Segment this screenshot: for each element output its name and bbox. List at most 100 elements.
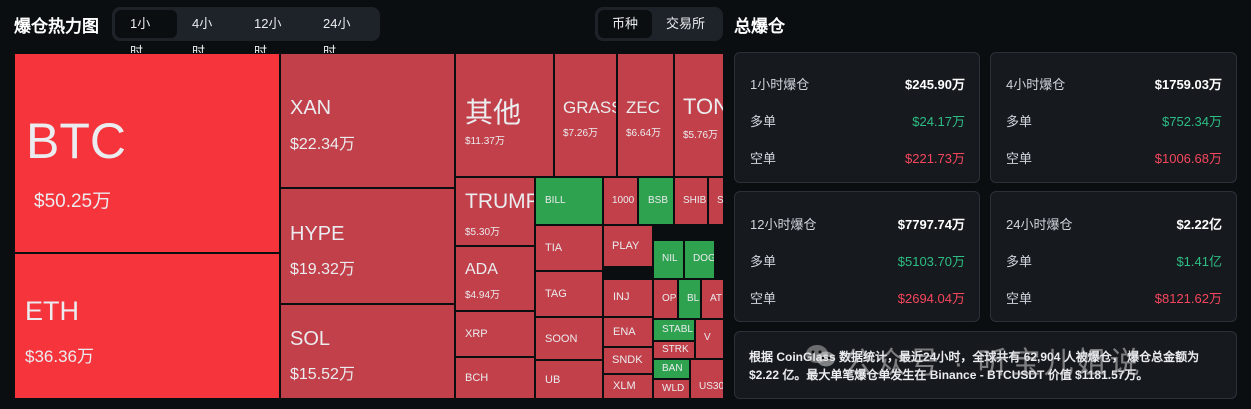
liquidation-heatmap: BTC $50.25万 ETH $36.36万 XAN $22.34万 HYPE… [14, 53, 724, 399]
tile-shib[interactable]: SHIB [674, 177, 708, 225]
tile-symbol: BAN [662, 363, 683, 374]
stat-card-24h: 24小时爆仓 $2.22亿 多单 $1.41亿 空单 $8121.62万 [990, 191, 1237, 322]
tab-1h[interactable]: 1小时 [115, 10, 178, 59]
tile-grass[interactable]: GRASS $7.26万 [554, 53, 617, 177]
tile-trump[interactable]: TRUMP $5.30万 [455, 177, 535, 246]
stat-card-4h: 4小时爆仓 $1759.03万 多单 $752.34万 空单 $1006.68万 [990, 52, 1237, 183]
tile-symbol: SNDK [612, 354, 643, 366]
tile-play[interactable]: PLAY [603, 225, 653, 267]
tile-ada[interactable]: ADA $4.94万 [455, 246, 535, 311]
tile-symbol: US30 [699, 381, 724, 392]
tile-sol[interactable]: SOL $15.52万 [280, 304, 455, 399]
summary-line-2: $2.22 亿。最大单笔爆仓单发生在 Binance - BTCUSDT 价值 … [749, 368, 1149, 382]
summary-note: 根据 CoinGlass 数据统计，最近24小时，全球共有 62,904 人被爆… [734, 331, 1237, 399]
tile-bsb[interactable]: BSB [638, 177, 674, 225]
tile-symbol: SHIB [683, 195, 707, 206]
tile-xlm[interactable]: XLM [603, 374, 653, 399]
stat-title: 1小时爆仓 [750, 76, 810, 92]
tile-symbol: NIL [662, 253, 678, 264]
tile-bl[interactable]: BL [678, 279, 701, 319]
tile-dog[interactable]: DOG [684, 240, 715, 279]
tile-value: $15.52万 [290, 366, 355, 383]
tile-symbol: XAN [290, 97, 332, 119]
tile-eth[interactable]: ETH $36.36万 [14, 253, 280, 399]
tile-bch[interactable]: BCH [455, 357, 535, 399]
tile-symbol: S [717, 195, 724, 206]
tile-symbol: WLD [662, 383, 685, 394]
tile-ton[interactable]: TON $5.76万 [674, 53, 724, 177]
tile-symbol: TRUMP [465, 190, 535, 213]
tab-by-exchange[interactable]: 交易所 [666, 16, 706, 31]
tile-op[interactable]: OP [653, 279, 678, 319]
tile-symbol: DOG [693, 253, 715, 264]
tile-symbol: ADA [465, 261, 498, 278]
tile-at[interactable]: AT [701, 279, 724, 319]
tile-1000[interactable]: 1000 [603, 177, 638, 225]
tab-by-coin[interactable]: 币种 [598, 10, 653, 38]
tile-symbol: SOL [290, 328, 331, 350]
tile-symbol: BCH [465, 372, 489, 384]
tile-symbol: UB [545, 374, 561, 386]
tile-other[interactable]: 其他 $11.37万 [455, 53, 554, 177]
tile-xrp[interactable]: XRP [455, 311, 535, 357]
tile-inj[interactable]: INJ [603, 279, 653, 317]
tile-v[interactable]: V [695, 319, 724, 359]
tile-value: $50.25万 [34, 191, 112, 212]
tab-24h[interactable]: 24小时 [323, 16, 351, 59]
tile-symbol: ZEC [626, 98, 660, 117]
summary-line-1: 根据 CoinGlass 数据统计，最近24小时，全球共有 62,904 人被爆… [749, 350, 1200, 364]
stat-total: $2.22亿 [1176, 216, 1222, 232]
tile-ena[interactable]: ENA [603, 317, 653, 347]
tile-symbol: BILL [545, 195, 566, 206]
tile-strk[interactable]: STRK [653, 341, 695, 359]
tile-ban[interactable]: BAN [653, 359, 690, 379]
tile-btc[interactable]: BTC $50.25万 [14, 53, 280, 253]
tab-4h[interactable]: 4小时 [192, 16, 213, 59]
short-value: $2694.04万 [897, 290, 965, 306]
tile-zec[interactable]: ZEC $6.64万 [617, 53, 674, 177]
tile-symbol: TON [683, 94, 723, 119]
tile-symbol: STRK [662, 344, 689, 355]
tile-symbol: V [704, 332, 711, 343]
tile-value: $36.36万 [25, 347, 94, 366]
tile-us30[interactable]: US30 [690, 359, 724, 399]
tile-value: $6.64万 [626, 128, 662, 139]
tile-symbol: ETH [25, 296, 79, 326]
tile-symbol: XRP [465, 328, 488, 340]
tile-value: $19.32万 [290, 261, 355, 278]
stat-title: 4小时爆仓 [1006, 76, 1066, 92]
tile-symbol: ENA [613, 326, 636, 338]
tile-symbol: TAG [545, 288, 567, 300]
tile-symbol: HYPE [290, 223, 345, 245]
stat-title: 24小时爆仓 [1006, 216, 1073, 232]
long-label: 多单 [750, 113, 777, 129]
tile-stabl[interactable]: STABL [653, 319, 695, 341]
tile-tag[interactable]: TAG [535, 271, 603, 317]
tile-symbol: OP [662, 293, 677, 304]
tile-ub[interactable]: UB [535, 360, 603, 399]
tile-symbol: 1000 [612, 195, 635, 206]
tile-s[interactable]: S [708, 177, 724, 225]
short-label: 空单 [1006, 150, 1033, 166]
tile-nil[interactable]: NIL [653, 240, 684, 279]
tab-12h[interactable]: 12小时 [254, 16, 282, 59]
tile-xan[interactable]: XAN $22.34万 [280, 53, 455, 188]
tile-symbol: SOON [545, 333, 578, 345]
page-title: 爆仓热力图 [14, 17, 99, 36]
long-label: 多单 [1006, 113, 1033, 129]
stat-card-12h: 12小时爆仓 $7797.74万 多单 $5103.70万 空单 $2694.04万 [734, 191, 980, 322]
tile-hype[interactable]: HYPE $19.32万 [280, 188, 455, 304]
short-value: $1006.68万 [1154, 150, 1222, 166]
tile-wld[interactable]: WLD [653, 379, 690, 399]
short-label: 空单 [750, 290, 777, 306]
view-mode-tabs: 币种 交易所 [595, 7, 723, 41]
tile-bill[interactable]: BILL [535, 177, 603, 225]
stat-title: 12小时爆仓 [750, 216, 817, 232]
tile-tia[interactable]: TIA [535, 225, 603, 271]
tile-symbol: BTC [26, 113, 126, 169]
tile-soon[interactable]: SOON [535, 317, 603, 360]
time-range-tabs: 1小时 4小时 12小时 24小时 [112, 7, 380, 59]
tile-value: $11.37万 [465, 136, 505, 147]
short-value: $221.73万 [905, 150, 965, 166]
tile-sndk[interactable]: SNDK [603, 347, 653, 374]
